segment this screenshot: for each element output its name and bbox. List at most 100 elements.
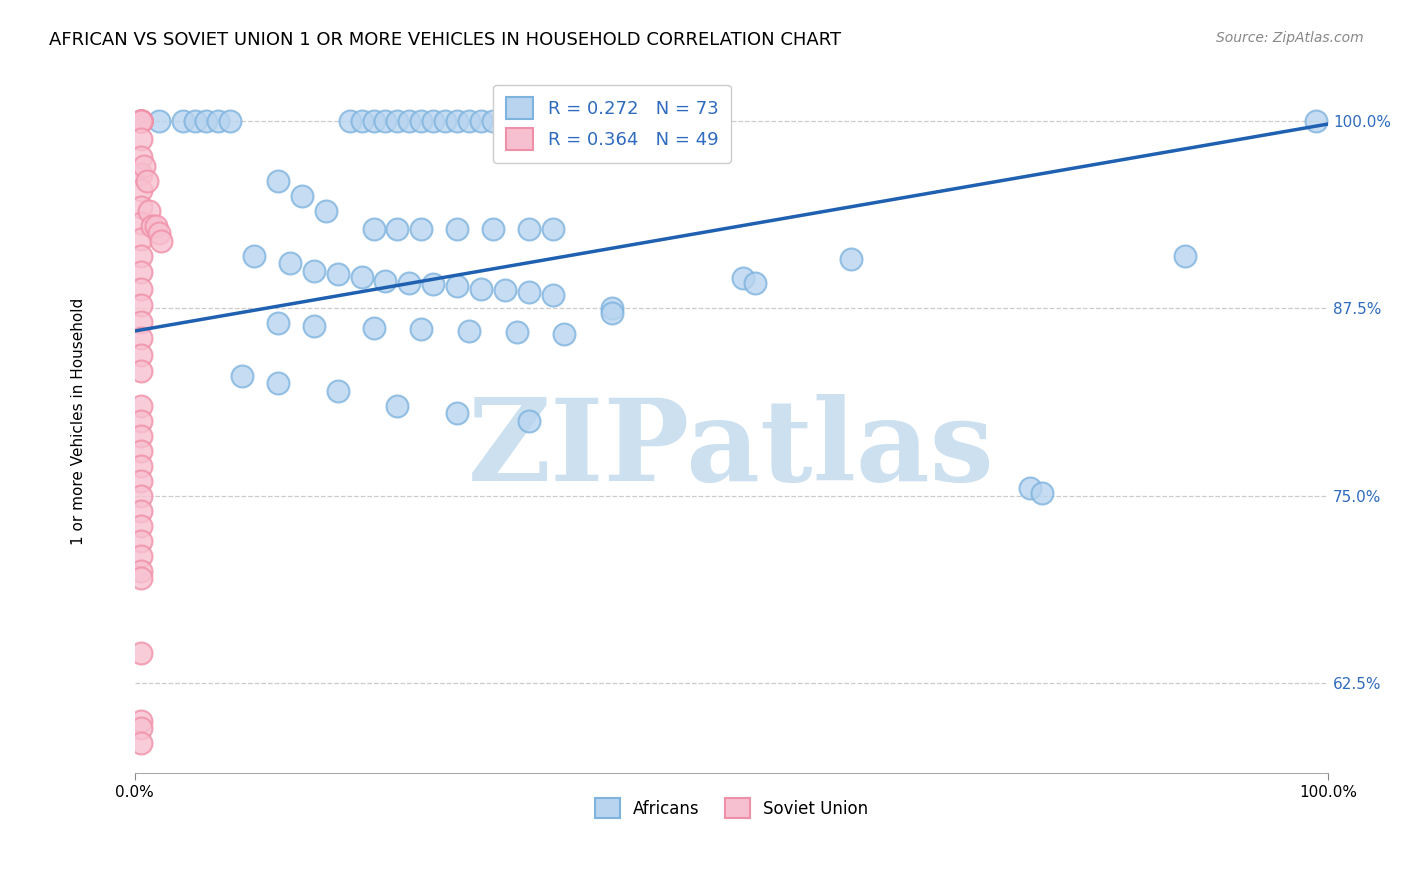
Point bbox=[387, 114, 409, 128]
Point bbox=[129, 714, 152, 728]
Point bbox=[411, 322, 433, 336]
Point bbox=[129, 315, 152, 329]
Point bbox=[470, 282, 492, 296]
Point bbox=[129, 200, 152, 214]
Point bbox=[398, 276, 420, 290]
Point bbox=[1174, 249, 1197, 263]
Point bbox=[398, 114, 420, 128]
Point bbox=[541, 222, 564, 236]
Point bbox=[231, 369, 253, 384]
Point bbox=[129, 519, 152, 533]
Point bbox=[150, 234, 173, 248]
Point bbox=[148, 114, 170, 128]
Point bbox=[267, 174, 290, 188]
Point bbox=[141, 219, 163, 233]
Point bbox=[129, 533, 152, 548]
Text: Source: ZipAtlas.com: Source: ZipAtlas.com bbox=[1216, 31, 1364, 45]
Point bbox=[374, 275, 396, 289]
Point bbox=[326, 384, 349, 398]
Point bbox=[350, 114, 373, 128]
Point bbox=[129, 132, 152, 146]
Point bbox=[129, 114, 152, 128]
Point bbox=[278, 256, 301, 270]
Point bbox=[129, 183, 152, 197]
Point bbox=[129, 114, 152, 128]
Point bbox=[339, 114, 361, 128]
Point bbox=[129, 282, 152, 296]
Point bbox=[183, 114, 205, 128]
Point bbox=[315, 204, 337, 219]
Point bbox=[482, 114, 505, 128]
Point bbox=[446, 407, 468, 421]
Point bbox=[129, 216, 152, 230]
Point bbox=[458, 324, 481, 338]
Point bbox=[129, 114, 152, 128]
Point bbox=[1031, 486, 1053, 500]
Point bbox=[422, 277, 444, 292]
Point bbox=[135, 174, 157, 188]
Y-axis label: 1 or more Vehicles in Household: 1 or more Vehicles in Household bbox=[72, 297, 86, 545]
Point bbox=[434, 114, 457, 128]
Point bbox=[129, 647, 152, 661]
Point bbox=[374, 114, 396, 128]
Point bbox=[129, 504, 152, 518]
Point bbox=[470, 114, 492, 128]
Text: ZIPatlas: ZIPatlas bbox=[468, 393, 995, 505]
Point bbox=[129, 114, 152, 128]
Point bbox=[839, 252, 862, 266]
Point bbox=[267, 317, 290, 331]
Point bbox=[129, 249, 152, 263]
Point bbox=[363, 321, 385, 335]
Point bbox=[291, 189, 314, 203]
Point bbox=[446, 114, 468, 128]
Point bbox=[517, 414, 540, 428]
Point bbox=[541, 288, 564, 302]
Point bbox=[129, 150, 152, 164]
Point bbox=[129, 167, 152, 181]
Legend: Africans, Soviet Union: Africans, Soviet Union bbox=[588, 791, 875, 825]
Point bbox=[145, 219, 167, 233]
Point bbox=[600, 306, 623, 320]
Point bbox=[129, 549, 152, 563]
Point bbox=[302, 264, 325, 278]
Point bbox=[129, 114, 152, 128]
Point bbox=[302, 319, 325, 334]
Point bbox=[129, 571, 152, 585]
Point bbox=[129, 298, 152, 312]
Point bbox=[172, 114, 194, 128]
Point bbox=[129, 722, 152, 736]
Point bbox=[138, 204, 160, 219]
Point bbox=[129, 265, 152, 279]
Point bbox=[129, 331, 152, 345]
Point bbox=[243, 249, 266, 263]
Point bbox=[482, 222, 505, 236]
Point bbox=[207, 114, 229, 128]
Point bbox=[129, 489, 152, 503]
Text: AFRICAN VS SOVIET UNION 1 OR MORE VEHICLES IN HOUSEHOLD CORRELATION CHART: AFRICAN VS SOVIET UNION 1 OR MORE VEHICL… bbox=[49, 31, 841, 49]
Point bbox=[1305, 114, 1327, 128]
Point bbox=[494, 284, 516, 298]
Point bbox=[129, 429, 152, 443]
Point bbox=[267, 376, 290, 391]
Point bbox=[350, 270, 373, 285]
Point bbox=[129, 348, 152, 362]
Point bbox=[129, 114, 152, 128]
Point bbox=[129, 564, 152, 578]
Point bbox=[517, 222, 540, 236]
Point bbox=[129, 736, 152, 750]
Point bbox=[363, 222, 385, 236]
Point bbox=[422, 114, 444, 128]
Point bbox=[326, 267, 349, 281]
Point bbox=[517, 285, 540, 299]
Point bbox=[129, 474, 152, 488]
Point bbox=[129, 364, 152, 378]
Point bbox=[129, 114, 152, 128]
Point bbox=[129, 399, 152, 413]
Point bbox=[195, 114, 218, 128]
Point bbox=[129, 114, 152, 128]
Point bbox=[129, 114, 152, 128]
Point bbox=[1018, 482, 1040, 496]
Point bbox=[148, 227, 170, 241]
Point bbox=[387, 399, 409, 413]
Point bbox=[129, 114, 152, 128]
